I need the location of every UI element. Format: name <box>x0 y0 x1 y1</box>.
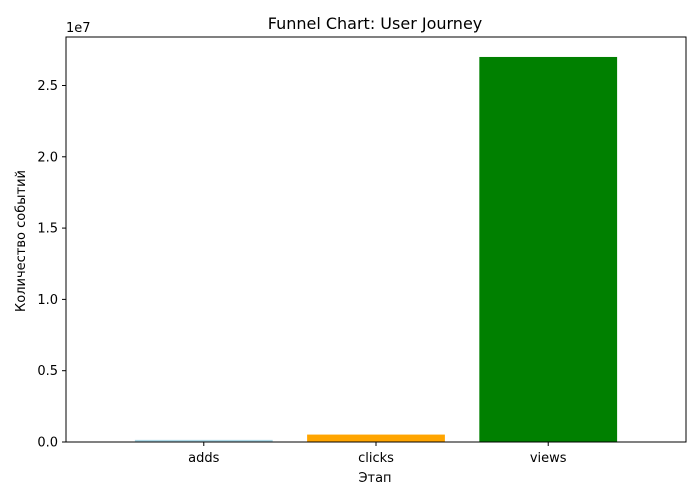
y-axis-label: Количество событий <box>14 170 29 312</box>
x-tick-label-adds: adds <box>188 451 219 466</box>
y-tick-label: 0.5 <box>37 364 58 379</box>
y-tick-label: 0.0 <box>37 436 58 451</box>
bar-views <box>479 56 618 443</box>
y-tick-label: 2.5 <box>37 79 58 94</box>
x-tick-label-clicks: clicks <box>358 451 394 466</box>
y-tick-label: 1.0 <box>37 293 58 308</box>
x-axis-label: Этап <box>358 471 391 486</box>
plot-area: 0.0 0.5 1.0 1.5 2.0 2.5 adds clicks views <box>37 36 687 466</box>
y-axis-offset-label: 1e7 <box>66 21 91 36</box>
y-tick-label: 1.5 <box>37 222 58 237</box>
y-tick-label: 2.0 <box>37 150 58 165</box>
bar-adds <box>134 439 273 442</box>
chart-title: Funnel Chart: User Journey <box>268 14 483 33</box>
x-tick-label-views: views <box>530 451 567 466</box>
bar-clicks <box>307 434 445 442</box>
